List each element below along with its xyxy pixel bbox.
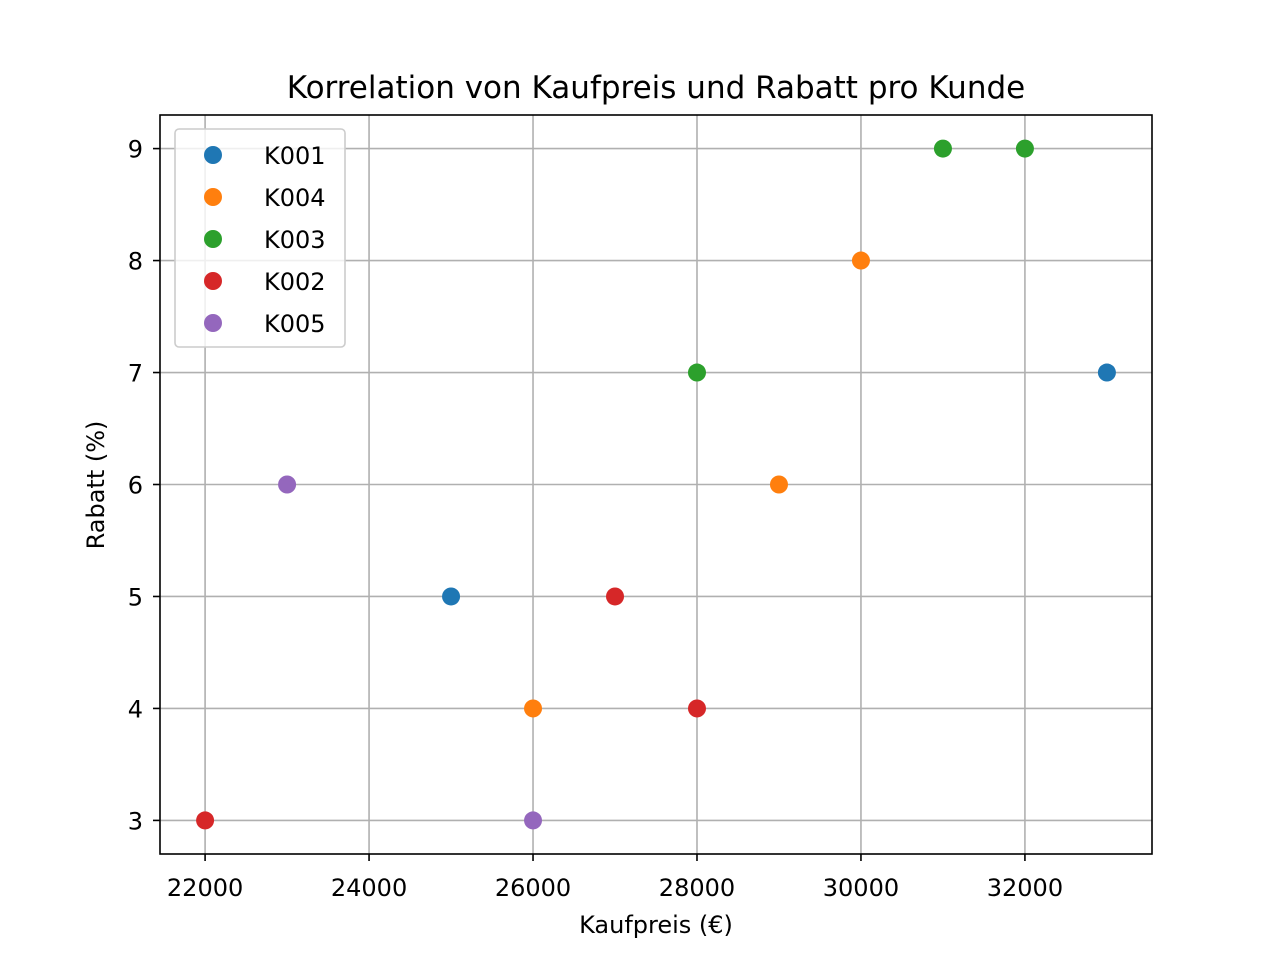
y-tick-label: 8 bbox=[128, 248, 143, 276]
x-tick-label: 28000 bbox=[659, 874, 735, 902]
data-point-k002 bbox=[196, 811, 215, 830]
legend-box bbox=[174, 128, 346, 348]
data-points bbox=[196, 139, 1116, 830]
legend-label-k004: K004 bbox=[264, 184, 326, 212]
legend-marker-k001 bbox=[204, 146, 222, 164]
y-tick-label: 5 bbox=[128, 583, 143, 611]
legend-label-k002: K002 bbox=[264, 268, 326, 296]
data-point-k002 bbox=[687, 699, 706, 718]
data-point-k004 bbox=[851, 251, 870, 270]
data-point-k003 bbox=[1015, 139, 1034, 158]
data-point-k004 bbox=[524, 699, 543, 718]
x-tick-label: 26000 bbox=[495, 874, 571, 902]
data-point-k005 bbox=[278, 475, 297, 494]
data-point-k003 bbox=[933, 139, 952, 158]
x-tick-label: 22000 bbox=[167, 874, 243, 902]
legend-label-k005: K005 bbox=[264, 310, 326, 338]
data-point-k003 bbox=[687, 363, 706, 382]
legend: K001 K004 K003 K002 K005 bbox=[174, 128, 346, 348]
x-tick-label: 32000 bbox=[987, 874, 1063, 902]
data-point-k001 bbox=[1097, 363, 1116, 382]
y-tick-label: 6 bbox=[128, 472, 143, 500]
legend-marker-k002 bbox=[204, 272, 222, 290]
x-tick-label: 24000 bbox=[331, 874, 407, 902]
legend-marker-k003 bbox=[204, 230, 222, 248]
x-axis-label: Kaufpreis (€) bbox=[579, 911, 733, 939]
axis-ticks: 22000 24000 26000 28000 30000 32000 3 4 5 6 7 8 9 bbox=[128, 136, 1063, 902]
legend-marker-k005 bbox=[204, 314, 222, 332]
data-point-k001 bbox=[442, 587, 461, 606]
legend-label-k001: K001 bbox=[264, 142, 326, 170]
y-tick-label: 9 bbox=[128, 136, 143, 164]
legend-marker-k004 bbox=[204, 188, 222, 206]
x-tick-label: 30000 bbox=[823, 874, 899, 902]
data-point-k004 bbox=[769, 475, 788, 494]
y-tick-label: 4 bbox=[128, 695, 143, 723]
y-tick-label: 3 bbox=[128, 807, 143, 835]
y-axis-label: Rabatt (%) bbox=[82, 421, 110, 550]
data-point-k002 bbox=[606, 587, 625, 606]
y-tick-label: 7 bbox=[128, 360, 143, 388]
legend-label-k003: K003 bbox=[264, 226, 326, 254]
chart-title: Korrelation von Kaufpreis und Rabatt pro… bbox=[287, 70, 1025, 106]
data-point-k005 bbox=[524, 811, 543, 830]
